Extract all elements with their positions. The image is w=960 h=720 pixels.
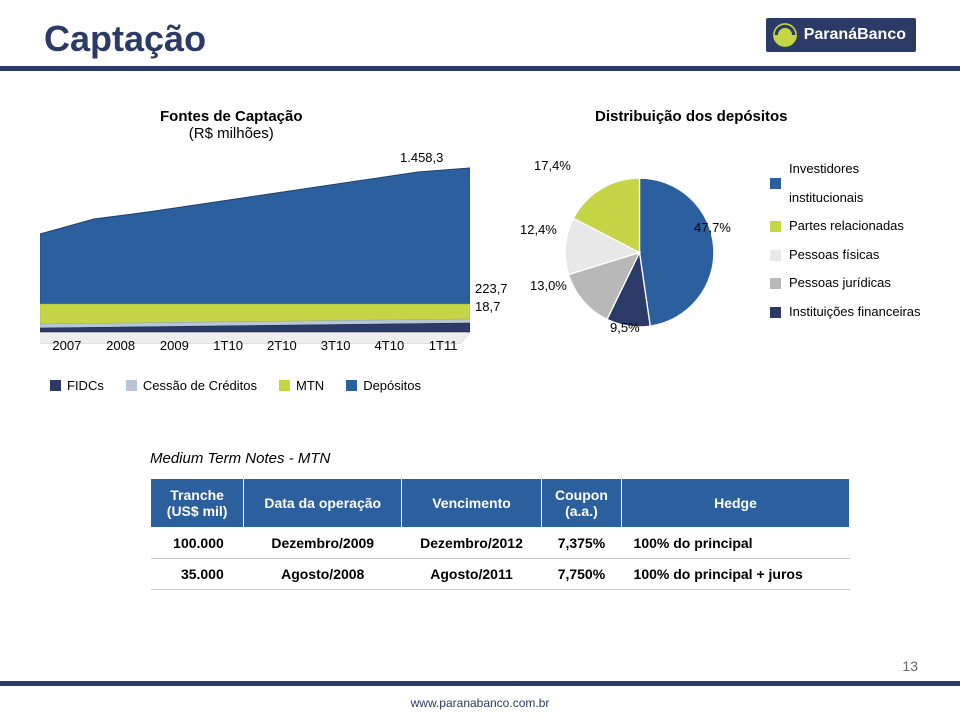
legend-swatch: [770, 278, 781, 289]
table-cell: Agosto/2008: [244, 559, 402, 590]
page-title: Captação: [44, 18, 206, 60]
th-coupon: Coupon(a.a.): [541, 479, 621, 528]
value-cessao: 18,7: [475, 299, 500, 314]
th-tranche: Tranche(US$ mil): [151, 479, 244, 528]
th-venc: Vencimento: [402, 479, 542, 528]
legend-swatch: [770, 221, 781, 232]
table-cell: 100% do principal + juros: [622, 559, 850, 590]
table-cell: Dezembro/2012: [402, 528, 542, 559]
left-chart-caption: Fontes de Captação (R$ milhões): [160, 108, 303, 142]
table-cell: 100.000: [151, 528, 244, 559]
table-cell: Dezembro/2009: [244, 528, 402, 559]
page-number: 13: [902, 658, 918, 674]
legend-label: MTN: [296, 378, 324, 393]
legend-swatch: [279, 380, 290, 391]
legend-label: Investidoresinstitucionais: [789, 155, 863, 212]
left-caption-bold: Fontes de Captação: [160, 108, 303, 125]
logo-text: ParanáBanco: [804, 26, 906, 44]
header-divider: [0, 66, 960, 71]
logo-box: ParanáBanco: [766, 18, 916, 52]
slide: Captação ParanáBanco Fontes de Captação …: [0, 0, 960, 720]
mtn-title: Medium Term Notes - MTN: [150, 450, 330, 467]
legend-label: Partes relacionadas: [789, 212, 904, 241]
legend-swatch: [770, 250, 781, 261]
x-tick: 2007: [40, 338, 94, 353]
legend-item: FIDCs: [50, 378, 104, 393]
legend-label: Cessão de Créditos: [143, 378, 257, 393]
x-tick: 3T10: [309, 338, 363, 353]
legend-swatch: [770, 178, 781, 189]
legend-swatch: [346, 380, 357, 391]
legend-label: Pessoas jurídicas: [789, 269, 891, 298]
right-chart-caption: Distribuição dos depósitos: [595, 108, 788, 125]
legend-item: Partes relacionadas: [770, 212, 921, 241]
legend-label: Depósitos: [363, 378, 421, 393]
mtn-table: Tranche(US$ mil) Data da operação Vencim…: [150, 478, 850, 590]
x-tick: 2009: [148, 338, 202, 353]
pie-svg: [552, 165, 727, 340]
table-cell: 7,750%: [541, 559, 621, 590]
table-cell: 100% do principal: [622, 528, 850, 559]
table-row: 35.000Agosto/2008Agosto/20117,750%100% d…: [151, 559, 850, 590]
pie-slice: [640, 178, 714, 326]
legend-swatch: [126, 380, 137, 391]
legend-item: Pessoas físicas: [770, 241, 921, 270]
th-data: Data da operação: [244, 479, 402, 528]
footer-url: www.paranabanco.com.br: [0, 696, 960, 710]
x-tick: 1T10: [201, 338, 255, 353]
value-mtn: 223,7: [475, 281, 508, 296]
pie-value: 13,0%: [530, 278, 567, 293]
logo-icon: [772, 22, 798, 48]
x-tick: 2T10: [255, 338, 309, 353]
pie-value: 12,4%: [520, 222, 557, 237]
left-caption-sub: (R$ milhões): [160, 125, 303, 142]
stacked-area-chart: [40, 164, 470, 344]
table-header-row: Tranche(US$ mil) Data da operação Vencim…: [151, 479, 850, 528]
table-cell: 35.000: [151, 559, 244, 590]
pie-value: 17,4%: [534, 158, 571, 173]
legend-label: FIDCs: [67, 378, 104, 393]
logo: ParanáBanco: [766, 18, 916, 52]
th-hedge: Hedge: [622, 479, 850, 528]
pie-chart: [552, 165, 727, 340]
table-cell: 7,375%: [541, 528, 621, 559]
legend-label: Pessoas físicas: [789, 241, 879, 270]
legend-item: Instituições financeiras: [770, 298, 921, 327]
pie-value: 47,7%: [694, 220, 731, 235]
x-tick: 4T10: [363, 338, 417, 353]
legend-swatch: [770, 307, 781, 318]
pie-legend: Investidoresinstitucionais Partes relaci…: [770, 155, 921, 327]
legend-label: Instituições financeiras: [789, 298, 921, 327]
value-top: 1.458,3: [400, 150, 443, 165]
legend-swatch: [50, 380, 61, 391]
table-row: 100.000Dezembro/2009Dezembro/20127,375%1…: [151, 528, 850, 559]
x-tick: 2008: [94, 338, 148, 353]
pie-value: 9,5%: [610, 320, 640, 335]
legend-item: Investidoresinstitucionais: [770, 155, 921, 212]
x-axis: 2007 2008 2009 1T10 2T10 3T10 4T10 1T11: [40, 338, 470, 353]
legend-item: Cessão de Créditos: [126, 378, 257, 393]
legend-item: MTN: [279, 378, 324, 393]
table-cell: Agosto/2011: [402, 559, 542, 590]
legend-item: Depósitos: [346, 378, 421, 393]
stacked-legend: FIDCs Cessão de Créditos MTN Depósitos: [50, 378, 421, 393]
footer-divider: [0, 681, 960, 686]
x-tick: 1T11: [416, 338, 470, 353]
legend-item: Pessoas jurídicas: [770, 269, 921, 298]
